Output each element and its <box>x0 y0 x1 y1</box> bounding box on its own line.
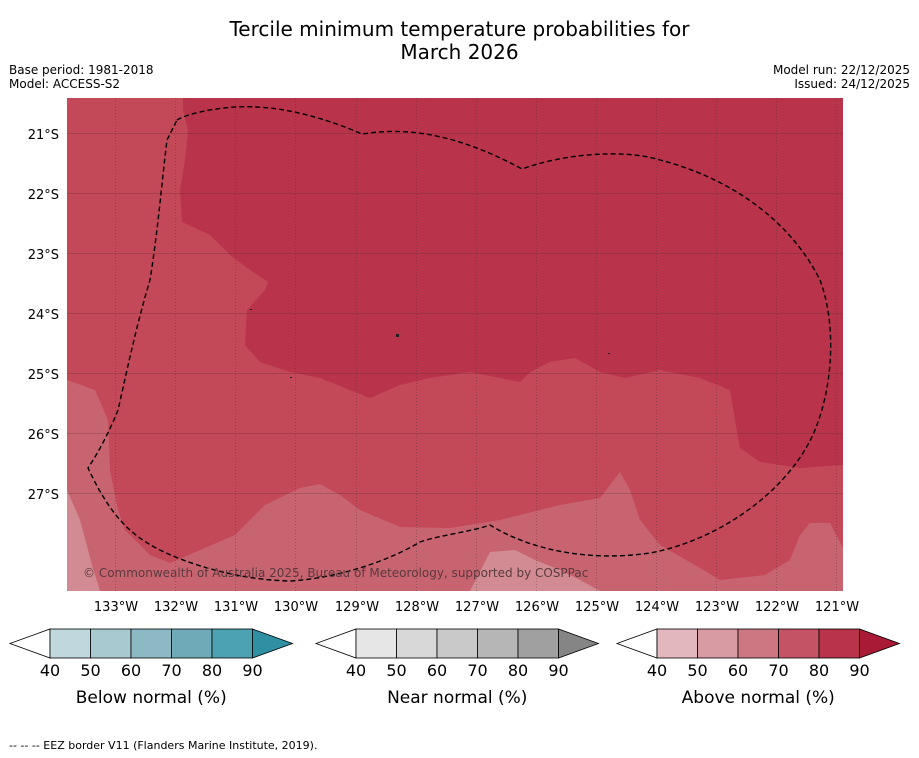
colorbar-segment <box>818 628 860 659</box>
colorbar-segment <box>737 628 779 659</box>
field-60-70 <box>67 380 843 591</box>
colorbar-1: 40 50 60 70 80 90 Below normal (%) <box>8 628 294 708</box>
colorbar-extend-high <box>859 628 901 659</box>
lon-label: 133°W <box>94 600 138 615</box>
colorbar-extend-high <box>252 628 294 659</box>
lon-label: 124°W <box>635 600 679 615</box>
colorbar-tick-label: 80 <box>508 661 528 680</box>
colorbar-tick-label: 80 <box>202 661 222 680</box>
eez-legend-text: -- -- -- EEZ border V11 (Flanders Marine… <box>9 739 318 752</box>
field-80-90 <box>180 98 843 468</box>
colorbar-tick-label: 80 <box>809 661 829 680</box>
lat-label: 22°S <box>28 188 59 203</box>
map-fields <box>67 98 843 591</box>
lat-label: 25°S <box>28 368 59 383</box>
colorbar-segment <box>396 628 438 659</box>
meta-left: Base period: 1981-2018 Model: ACCESS-S2 <box>9 63 154 91</box>
eez-border <box>87 105 832 582</box>
colorbar-label: Below normal (%) <box>76 688 227 708</box>
colorbar-tick-label: 40 <box>40 661 60 680</box>
issued-date: Issued: 24/12/2025 <box>794 77 910 91</box>
colorbars: 40 50 60 70 80 90 Below normal (%) 40 50 60 70 80 90… <box>8 628 901 708</box>
lat-label: 21°S <box>28 128 59 143</box>
lon-label: 122°W <box>755 600 799 615</box>
colorbar-segment <box>436 628 478 659</box>
title-line-2: March 2026 <box>400 40 519 64</box>
meta-right: Model run: 22/12/2025 Issued: 24/12/2025 <box>773 63 910 91</box>
colorbar-extend-low <box>8 628 51 659</box>
base-period: Base period: 1981-2018 <box>9 63 154 77</box>
colorbar-tick-label: 70 <box>768 661 788 680</box>
colorbar-segment <box>171 628 213 659</box>
colorbar-segment <box>517 628 559 659</box>
colorbar-2: 40 50 60 70 80 90 Near normal (%) <box>314 628 600 708</box>
colorbar-segment <box>211 628 253 659</box>
colorbar-segment <box>477 628 519 659</box>
chart-title: Tercile minimum temperature probabilitie… <box>0 18 919 64</box>
graticule <box>115 98 837 591</box>
graticule-lat <box>67 133 843 494</box>
colorbar-tick-label: 40 <box>346 661 366 680</box>
colorbar-extend-low <box>615 628 658 659</box>
colorbar-tick-label: 50 <box>687 661 707 680</box>
colorbar-segment <box>130 628 172 659</box>
colorbar-tick-label: 60 <box>728 661 748 680</box>
lon-label: 121°W <box>815 600 859 615</box>
field-50-60 <box>67 490 100 591</box>
field-50-60-b <box>470 550 600 591</box>
lon-label: 128°W <box>395 600 439 615</box>
lon-label: 123°W <box>695 600 739 615</box>
colorbar-segment <box>355 628 397 659</box>
title-line-1: Tercile minimum temperature probabilitie… <box>229 17 690 41</box>
colorbar-tick-label: 50 <box>386 661 406 680</box>
colorbar-tick-label: 60 <box>427 661 447 680</box>
colorbar-tick-label: 60 <box>121 661 141 680</box>
colorbar-segment <box>697 628 739 659</box>
colorbar-tick-label: 90 <box>242 661 262 680</box>
model-run: Model run: 22/12/2025 <box>772 63 910 77</box>
colorbar-segment <box>49 628 91 659</box>
colorbar-segment <box>656 628 698 659</box>
lon-label: 130°W <box>274 600 318 615</box>
lat-label: 26°S <box>28 428 59 443</box>
lon-label: 125°W <box>575 600 619 615</box>
colorbar-segment <box>778 628 820 659</box>
model-name: Model: ACCESS-S2 <box>9 77 121 91</box>
lon-labels: 133°W 132°W 131°W 130°W 129°W 128°W 127°… <box>94 600 859 615</box>
colorbar-tick-label: 40 <box>647 661 667 680</box>
lon-label: 132°W <box>154 600 198 615</box>
lat-label: 27°S <box>28 488 59 503</box>
copyright-text: © Commonwealth of Australia 2025, Bureau… <box>83 566 588 580</box>
lon-label: 129°W <box>335 600 379 615</box>
lon-label: 126°W <box>515 600 559 615</box>
lat-label: 23°S <box>28 248 59 263</box>
lon-label: 127°W <box>455 600 499 615</box>
colorbar-tick-label: 70 <box>161 661 181 680</box>
colorbar-3: 40 50 60 70 80 90 Above normal (%) <box>615 628 901 708</box>
colorbar-segment <box>90 628 132 659</box>
colorbar-label: Near normal (%) <box>387 688 527 708</box>
islands <box>250 309 610 378</box>
colorbar-tick-label: 50 <box>80 661 100 680</box>
colorbar-tick-label: 90 <box>548 661 568 680</box>
lat-labels: 21°S 22°S 23°S 24°S 25°S 26°S 27°S <box>28 128 59 503</box>
colorbar-extend-low <box>314 628 357 659</box>
colorbar-label: Above normal (%) <box>682 688 835 708</box>
lon-label: 131°W <box>214 600 258 615</box>
colorbar-tick-label: 70 <box>467 661 487 680</box>
lat-label: 24°S <box>28 308 59 323</box>
colorbar-tick-label: 90 <box>849 661 869 680</box>
colorbar-extend-high <box>558 628 600 659</box>
